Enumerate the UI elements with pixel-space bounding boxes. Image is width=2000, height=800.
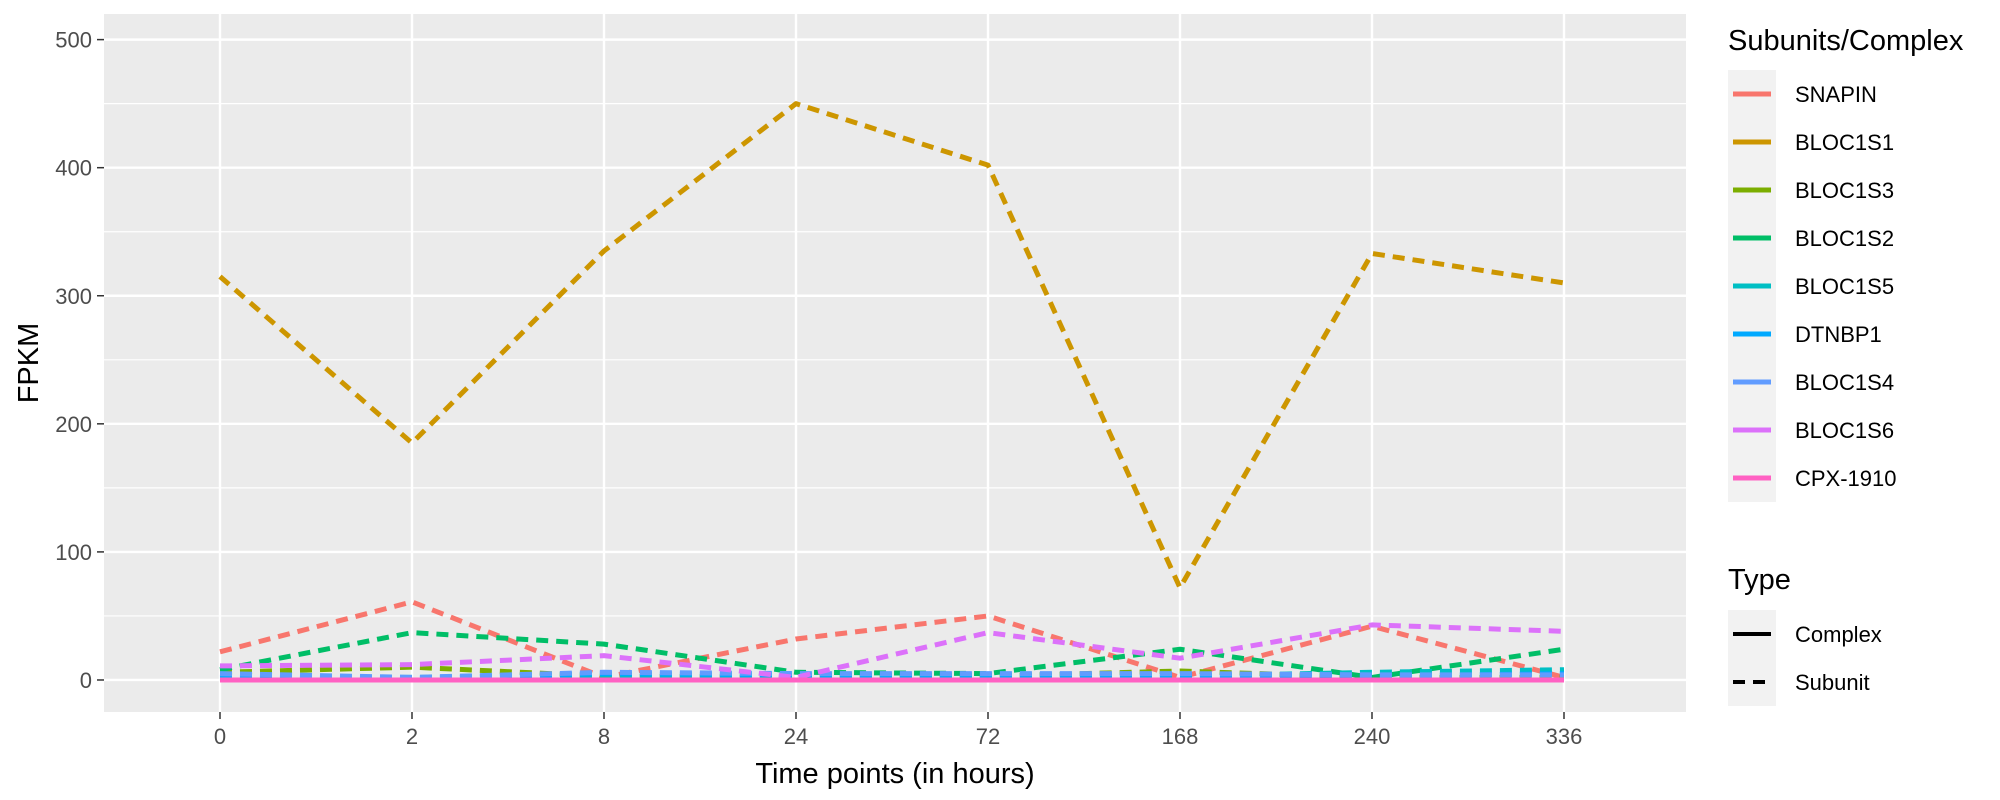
y-tick-label: 200 — [55, 412, 92, 437]
legend-type-keys: Complex Subunit — [1728, 610, 1882, 706]
legend-label: DTNBP1 — [1795, 322, 1882, 347]
series-line-snapin — [219, 599, 1565, 680]
x-tick-label: 336 — [1546, 724, 1583, 749]
legend-label: BLOC1S1 — [1795, 130, 1894, 155]
x-tick-label: 0 — [214, 724, 226, 749]
series-line-bloc1s6 — [219, 622, 1565, 680]
series-line-bloc1s1 — [218, 101, 1565, 591]
y-tick-label: 400 — [55, 156, 92, 181]
legend-type-title: Type — [1728, 564, 1791, 596]
legend-label: SNAPIN — [1795, 82, 1877, 107]
legend-label: BLOC1S3 — [1795, 178, 1894, 203]
y-axis: 0 100 200 300 400 500 — [55, 28, 104, 693]
legend-color-title: Subunits/Complex — [1728, 25, 1964, 57]
legend-label: BLOC1S5 — [1795, 274, 1894, 299]
y-tick-label: 500 — [55, 28, 92, 53]
y-tick-label: 300 — [55, 284, 92, 309]
legend-label: BLOC1S4 — [1795, 370, 1894, 395]
x-tick-label: 2 — [406, 724, 418, 749]
x-axis: 0 2 8 24 72 168 240 336 — [214, 712, 1582, 749]
y-axis-title: FPKM — [13, 323, 45, 404]
legend-label: BLOC1S2 — [1795, 226, 1894, 251]
x-axis-title: Time points (in hours) — [755, 758, 1034, 790]
legend-type-label: Subunit — [1795, 670, 1870, 695]
legend-label: CPX-1910 — [1795, 466, 1897, 491]
x-tick-label: 168 — [1162, 724, 1199, 749]
series-lines — [218, 101, 1565, 683]
series-line-bloc1s4 — [219, 669, 1564, 680]
x-tick-label: 8 — [598, 724, 610, 749]
x-tick-label: 72 — [976, 724, 1000, 749]
legend-type-label: Complex — [1795, 622, 1882, 647]
minor-gridlines — [104, 103, 1686, 617]
x-tick-label: 240 — [1354, 724, 1391, 749]
legend-label: BLOC1S6 — [1795, 418, 1894, 443]
x-tick-label: 24 — [784, 724, 808, 749]
legend-color-keys: SNAPIN BLOC1S1 BLOC1S3 BLOC1S2 BLOC1S5 DTNBP1… — [1728, 70, 1897, 502]
y-tick-label: 0 — [80, 668, 92, 693]
plot-panel — [104, 14, 1686, 712]
y-tick-label: 100 — [55, 540, 92, 565]
legend: Subunits/Complex SNAPIN BLOC1S1 BLOC1S3 BLO… — [1728, 25, 1964, 706]
